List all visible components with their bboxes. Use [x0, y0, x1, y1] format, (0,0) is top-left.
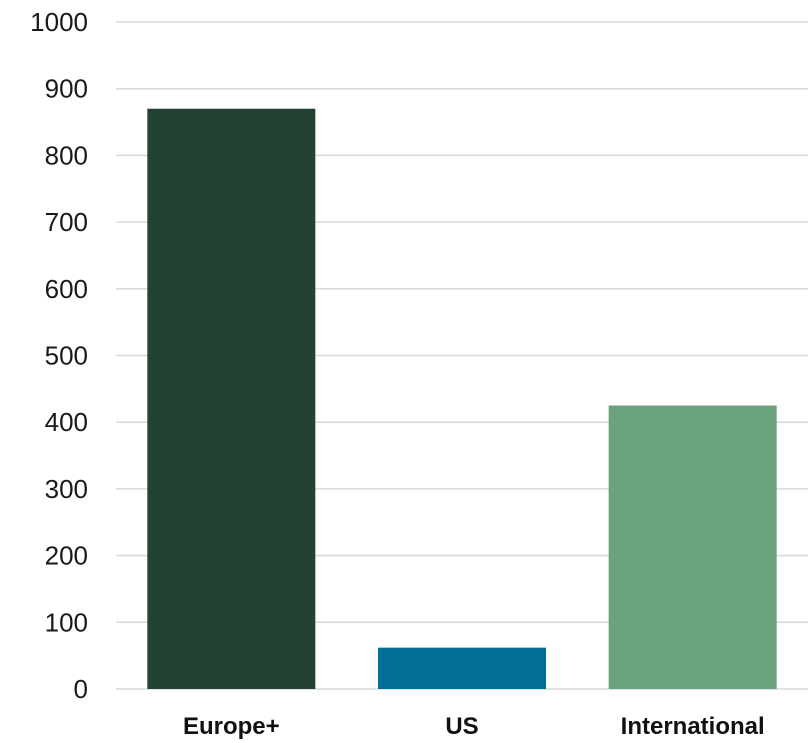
y-tick-label-1000: 1000: [30, 7, 88, 37]
y-axis-tick-labels: 0 100 200 300 400 500 600 700 800 900 1000: [30, 7, 88, 704]
y-tick-label-200: 200: [45, 541, 88, 571]
y-tick-label-100: 100: [45, 607, 88, 637]
y-tick-label-700: 700: [45, 207, 88, 237]
x-category-label-europe: Europe+: [183, 713, 280, 740]
bars: [147, 108, 777, 689]
x-category-label-us: US: [445, 713, 478, 740]
bar-europe: [147, 108, 316, 689]
y-tick-label-500: 500: [45, 341, 88, 371]
y-tick-label-0: 0: [74, 674, 88, 704]
y-tick-label-400: 400: [45, 407, 88, 437]
bar-us: [378, 647, 546, 689]
bar-international: [608, 405, 777, 689]
x-category-label-international: International: [621, 713, 765, 740]
x-axis-category-labels: Europe+ US International: [183, 713, 765, 740]
y-tick-label-800: 800: [45, 140, 88, 170]
y-tick-label-600: 600: [45, 274, 88, 304]
y-tick-label-300: 300: [45, 474, 88, 504]
y-tick-label-900: 900: [45, 74, 88, 104]
